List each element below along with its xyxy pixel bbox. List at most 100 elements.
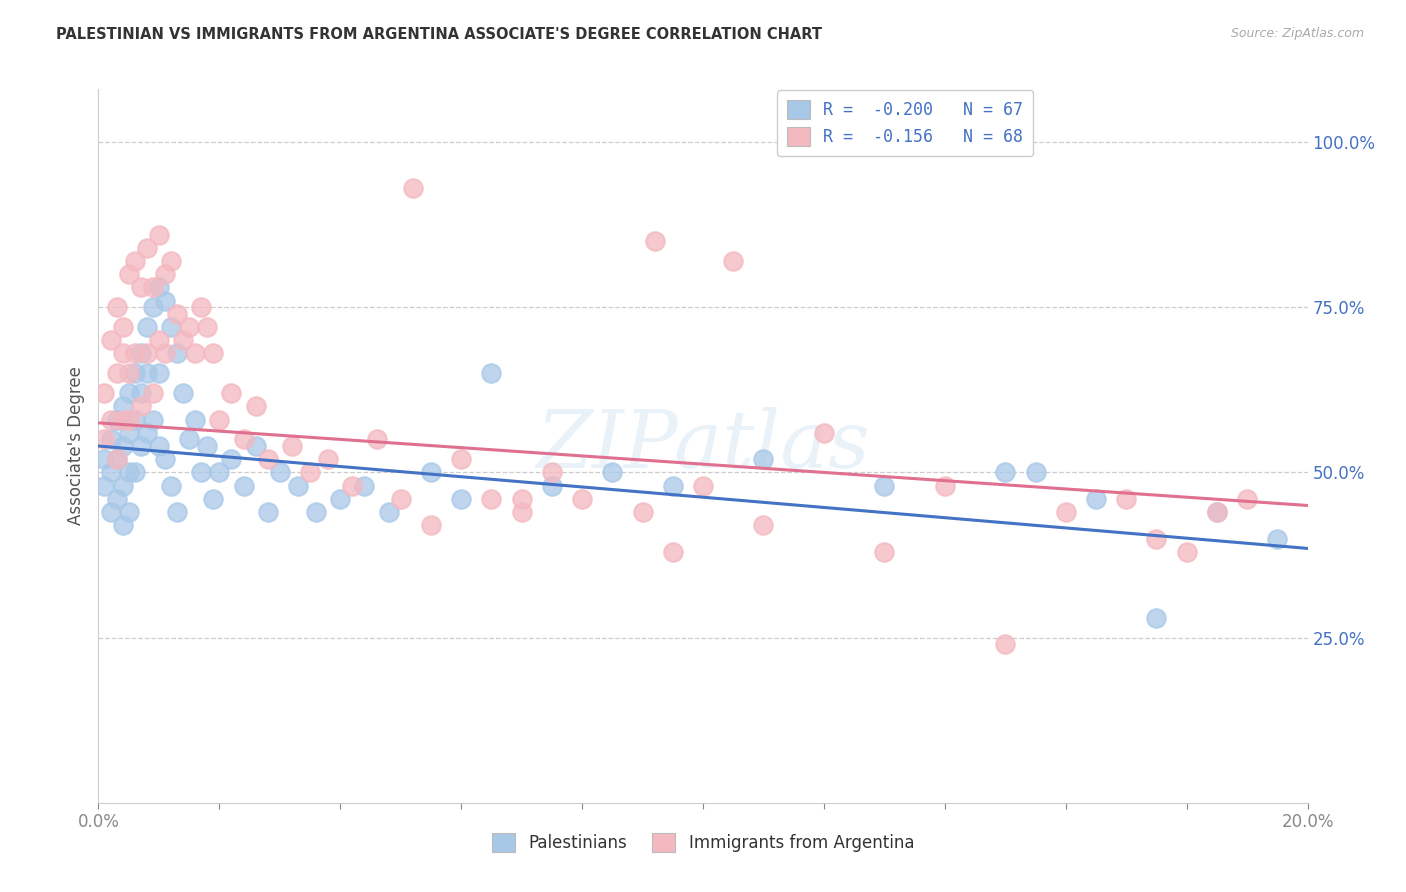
Point xyxy=(389,491,412,506)
Point xyxy=(269,466,291,480)
Point xyxy=(100,505,122,519)
Point xyxy=(100,412,122,426)
Point xyxy=(142,386,165,401)
Point xyxy=(1236,491,1258,506)
Point xyxy=(1206,505,1229,519)
Point xyxy=(402,181,425,195)
Point xyxy=(208,412,231,426)
Point xyxy=(256,505,278,519)
Point xyxy=(124,367,146,381)
Point xyxy=(100,466,122,480)
Point xyxy=(160,254,183,268)
Point xyxy=(994,466,1017,480)
Point xyxy=(1024,466,1046,480)
Point xyxy=(692,478,714,492)
Point xyxy=(148,367,170,381)
Point xyxy=(166,346,188,360)
Point xyxy=(172,386,194,401)
Point xyxy=(105,491,128,506)
Point xyxy=(232,433,254,447)
Point xyxy=(111,412,134,426)
Point xyxy=(661,545,683,559)
Point xyxy=(329,491,352,506)
Point xyxy=(118,466,141,480)
Point xyxy=(148,227,170,242)
Point xyxy=(245,400,267,414)
Point xyxy=(752,518,775,533)
Point xyxy=(124,412,146,426)
Point xyxy=(153,346,176,360)
Point xyxy=(366,433,388,447)
Point xyxy=(1206,505,1229,519)
Point xyxy=(124,466,146,480)
Point xyxy=(299,466,322,480)
Point xyxy=(118,505,141,519)
Point xyxy=(111,346,134,360)
Point xyxy=(1144,532,1167,546)
Point xyxy=(195,320,218,334)
Point xyxy=(142,412,165,426)
Point xyxy=(1054,505,1077,519)
Point xyxy=(93,433,115,447)
Point xyxy=(540,478,562,492)
Point xyxy=(571,491,593,506)
Point xyxy=(450,491,472,506)
Point xyxy=(129,280,152,294)
Point xyxy=(450,452,472,467)
Point xyxy=(142,280,165,294)
Point xyxy=(184,412,207,426)
Point xyxy=(208,466,231,480)
Point xyxy=(129,386,152,401)
Point xyxy=(190,300,212,314)
Point xyxy=(172,333,194,347)
Point xyxy=(1267,532,1289,546)
Point xyxy=(166,307,188,321)
Point xyxy=(118,425,141,440)
Point xyxy=(481,367,503,381)
Point xyxy=(256,452,278,467)
Point xyxy=(184,346,207,360)
Point xyxy=(202,346,225,360)
Point xyxy=(105,452,128,467)
Point xyxy=(105,412,128,426)
Point xyxy=(420,466,443,480)
Point xyxy=(752,452,775,467)
Point xyxy=(179,433,201,447)
Point xyxy=(287,478,309,492)
Point xyxy=(129,400,152,414)
Point xyxy=(100,433,122,447)
Point xyxy=(723,254,745,268)
Point xyxy=(160,320,183,334)
Point xyxy=(129,439,152,453)
Point xyxy=(129,346,152,360)
Point xyxy=(148,439,170,453)
Point xyxy=(111,439,134,453)
Point xyxy=(195,439,218,453)
Point xyxy=(124,346,146,360)
Y-axis label: Associate's Degree: Associate's Degree xyxy=(66,367,84,525)
Point xyxy=(111,320,134,334)
Text: ZIPatlas: ZIPatlas xyxy=(536,408,870,484)
Point xyxy=(994,637,1017,651)
Point xyxy=(202,491,225,506)
Point xyxy=(135,425,157,440)
Point xyxy=(377,505,399,519)
Point xyxy=(232,478,254,492)
Point xyxy=(166,505,188,519)
Point xyxy=(111,518,134,533)
Point xyxy=(118,412,141,426)
Point xyxy=(873,545,896,559)
Point xyxy=(105,452,128,467)
Point xyxy=(510,505,533,519)
Point xyxy=(510,491,533,506)
Point xyxy=(135,241,157,255)
Point xyxy=(353,478,375,492)
Point xyxy=(813,425,835,440)
Point xyxy=(481,491,503,506)
Text: Source: ZipAtlas.com: Source: ZipAtlas.com xyxy=(1230,27,1364,40)
Point xyxy=(540,466,562,480)
Point xyxy=(221,386,243,401)
Point xyxy=(118,367,141,381)
Point xyxy=(1144,611,1167,625)
Point xyxy=(105,300,128,314)
